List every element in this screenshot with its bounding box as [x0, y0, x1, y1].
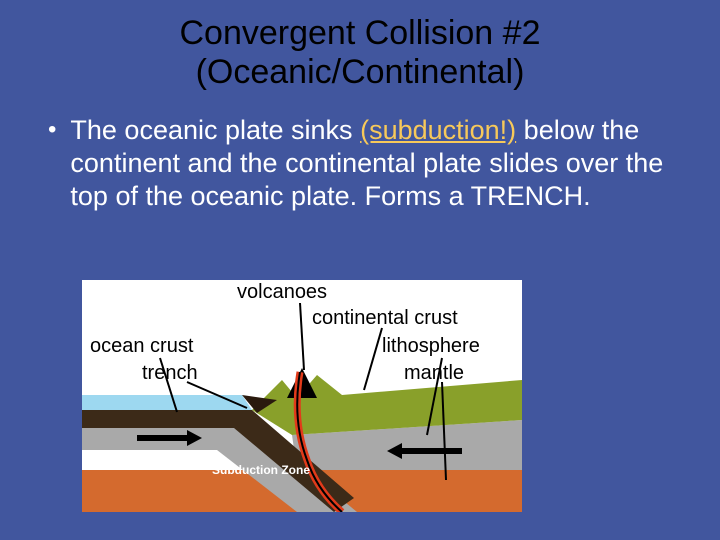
title-line1: Convergent Collision #2: [180, 14, 541, 52]
bullet-highlight: (subduction!): [360, 115, 516, 145]
leader-contcrust: [364, 328, 382, 390]
bullet-marker: •: [48, 114, 56, 146]
ocean-water: [82, 395, 252, 410]
subduction-diagram: volcanoes continental crust ocean crust …: [82, 280, 522, 512]
title-line2: (Oceanic/Continental): [196, 53, 525, 91]
slide-title: Convergent Collision #2 (Oceanic/Contine…: [0, 0, 720, 92]
label-continental-crust: continental crust: [312, 308, 458, 328]
bullet-list: • The oceanic plate sinks (subduction!) …: [0, 92, 720, 213]
label-lithosphere: lithosphere: [382, 336, 480, 356]
label-trench: trench: [142, 363, 198, 383]
subduction-zone-label: Subduction Zone: [212, 463, 310, 477]
label-volcanoes: volcanoes: [237, 282, 327, 302]
bullet-part1: The oceanic plate sinks: [70, 115, 360, 145]
leader-volcanoes: [300, 303, 304, 370]
bullet-item: • The oceanic plate sinks (subduction!) …: [48, 114, 672, 213]
label-mantle: mantle: [404, 363, 464, 383]
bullet-text: The oceanic plate sinks (subduction!) be…: [70, 114, 672, 213]
label-ocean-crust: ocean crust: [90, 336, 193, 356]
